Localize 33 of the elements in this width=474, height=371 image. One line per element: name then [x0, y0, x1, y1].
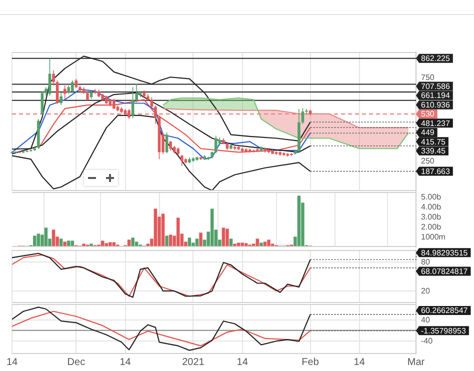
y-tick-label: 3.00b — [421, 212, 442, 222]
y-tick-label: 40 — [421, 315, 430, 324]
y-tick-label: 5.00b — [421, 192, 442, 202]
annotation: 481.237 — [421, 118, 450, 128]
annotation: 339.45 — [421, 146, 446, 156]
x-tick-label: 14 — [120, 356, 132, 368]
y-tick-label: 20 — [421, 286, 430, 296]
annotation: 415.75 — [421, 137, 446, 146]
y-tick-label: 750 — [421, 72, 435, 82]
annotation: 60.26628547 — [421, 306, 468, 316]
ref-line-label: 610.936 — [421, 100, 450, 110]
ref-line-label: 530 — [421, 110, 435, 119]
annotation: 187.663 — [421, 167, 450, 176]
y-tick-label: 250 — [421, 156, 435, 166]
x-tick-label: 14 — [236, 356, 248, 368]
x-tick-label: 2021 — [182, 356, 205, 368]
x-tick-label: Mar — [407, 356, 426, 368]
x-tick-label: 14 — [354, 356, 366, 368]
ref-line-label: 661.194 — [421, 91, 450, 100]
x-tick-label: Dec — [67, 356, 86, 368]
annotation: 449 — [421, 128, 435, 138]
ref-line-label: 862.225 — [421, 54, 450, 64]
x-tick-label: Feb — [302, 356, 320, 368]
annotation: 84.98293515 — [421, 248, 468, 258]
y-tick-label: 4.00b — [421, 202, 442, 212]
y-tick-label: 1000m — [421, 232, 446, 242]
annotation: 68.07824817 — [421, 266, 468, 276]
annotation: -1.35798953 — [421, 326, 466, 336]
y-tick-label: 80 — [421, 258, 430, 267]
y-tick-label: -40 — [421, 336, 434, 346]
ref-line-label: 707.586 — [421, 82, 450, 91]
y-tick-label: 2.00b — [421, 222, 442, 232]
x-tick-label: 14 — [6, 356, 18, 368]
